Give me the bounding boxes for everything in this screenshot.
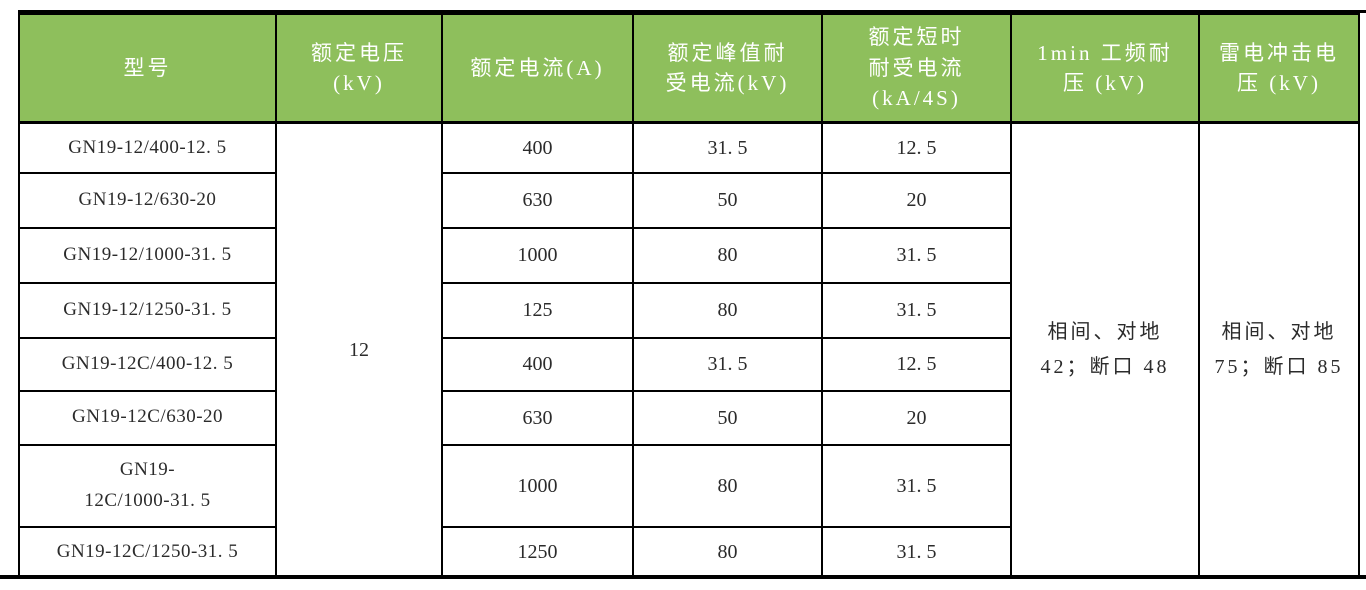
power-frequency-merged-cell: 相间、对地 42；断口 48 (1010, 121, 1200, 579)
peak-withstand-cell: 80 (632, 281, 823, 339)
short-time-cell: 20 (821, 389, 1012, 446)
spec-table: 型号 额定电压 (kV) 额定电流(A) 额定峰值耐 受电流(kV) 额定短时 … (18, 13, 1360, 579)
table-row: GN19-12/400-12. 5 12 400 31. 5 12. 5 相间、… (18, 121, 1360, 579)
header-peak-withstand-current: 额定峰值耐 受电流(kV) (632, 13, 823, 124)
model-cell: GN19- 12C/1000-31. 5 (18, 443, 277, 528)
lightning-impulse-merged-cell: 相间、对地 75；断口 85 (1198, 121, 1360, 579)
rated-voltage-merged-cell: 12 (275, 121, 443, 579)
rated-current-cell: 125 (441, 281, 634, 339)
rated-current-cell: 400 (441, 121, 634, 174)
header-model: 型号 (18, 13, 277, 124)
model-cell: GN19-12C/1250-31. 5 (18, 525, 277, 579)
model-cell: GN19-12/1000-31. 5 (18, 226, 277, 284)
rated-current-cell: 1000 (441, 226, 634, 284)
model-cell: GN19-12C/630-20 (18, 389, 277, 446)
model-cell: GN19-12/400-12. 5 (18, 121, 277, 174)
peak-withstand-cell: 80 (632, 443, 823, 528)
peak-withstand-cell: 31. 5 (632, 336, 823, 392)
peak-withstand-cell: 80 (632, 525, 823, 579)
short-time-cell: 31. 5 (821, 443, 1012, 528)
short-time-cell: 12. 5 (821, 336, 1012, 392)
short-time-cell: 31. 5 (821, 525, 1012, 579)
table-row: GN19-12C/630-20 630 50 20 (18, 389, 1359, 446)
rated-current-cell: 630 (441, 389, 634, 446)
peak-withstand-cell: 31. 5 (632, 121, 823, 174)
table-row: GN19-12/630-20 630 50 20 (18, 171, 1359, 229)
short-time-cell: 31. 5 (821, 226, 1012, 284)
header-lightning-impulse: 雷电冲击电 压 (kV) (1198, 13, 1360, 124)
peak-withstand-cell: 50 (632, 171, 823, 229)
peak-withstand-cell: 50 (632, 389, 823, 446)
top-border-line (18, 10, 1366, 13)
rated-current-cell: 1000 (441, 443, 634, 528)
header-rated-voltage: 额定电压 (kV) (275, 13, 443, 124)
peak-withstand-cell: 80 (632, 226, 823, 284)
table-row: GN19-12C/1250-31. 5 1250 80 31. 5 (18, 525, 1359, 579)
table-row: GN19-12/1250-31. 5 125 80 31. 5 (18, 281, 1359, 339)
short-time-cell: 20 (821, 171, 1012, 229)
model-cell: GN19-12/1250-31. 5 (18, 281, 277, 339)
header-power-frequency-withstand: 1min 工频耐 压 (kV) (1010, 13, 1200, 124)
table-row: GN19-12C/400-12. 5 400 31. 5 12. 5 (18, 336, 1359, 392)
short-time-cell: 12. 5 (821, 121, 1012, 174)
header-short-time-current: 额定短时 耐受电流 (kA/4S) (821, 13, 1012, 124)
short-time-cell: 31. 5 (821, 281, 1012, 339)
rated-current-cell: 1250 (441, 525, 634, 579)
header-rated-current: 额定电流(A) (441, 13, 634, 124)
table-row: GN19-12/1000-31. 5 1000 80 31. 5 (18, 226, 1359, 284)
rated-current-cell: 400 (441, 336, 634, 392)
model-cell: GN19-12/630-20 (18, 171, 277, 229)
table-row: GN19- 12C/1000-31. 5 1000 80 31. 5 (18, 443, 1359, 528)
model-cell: GN19-12C/400-12. 5 (18, 336, 277, 392)
header-row: 型号 额定电压 (kV) 额定电流(A) 额定峰值耐 受电流(kV) 额定短时 … (18, 13, 1360, 124)
rated-current-cell: 630 (441, 171, 634, 229)
